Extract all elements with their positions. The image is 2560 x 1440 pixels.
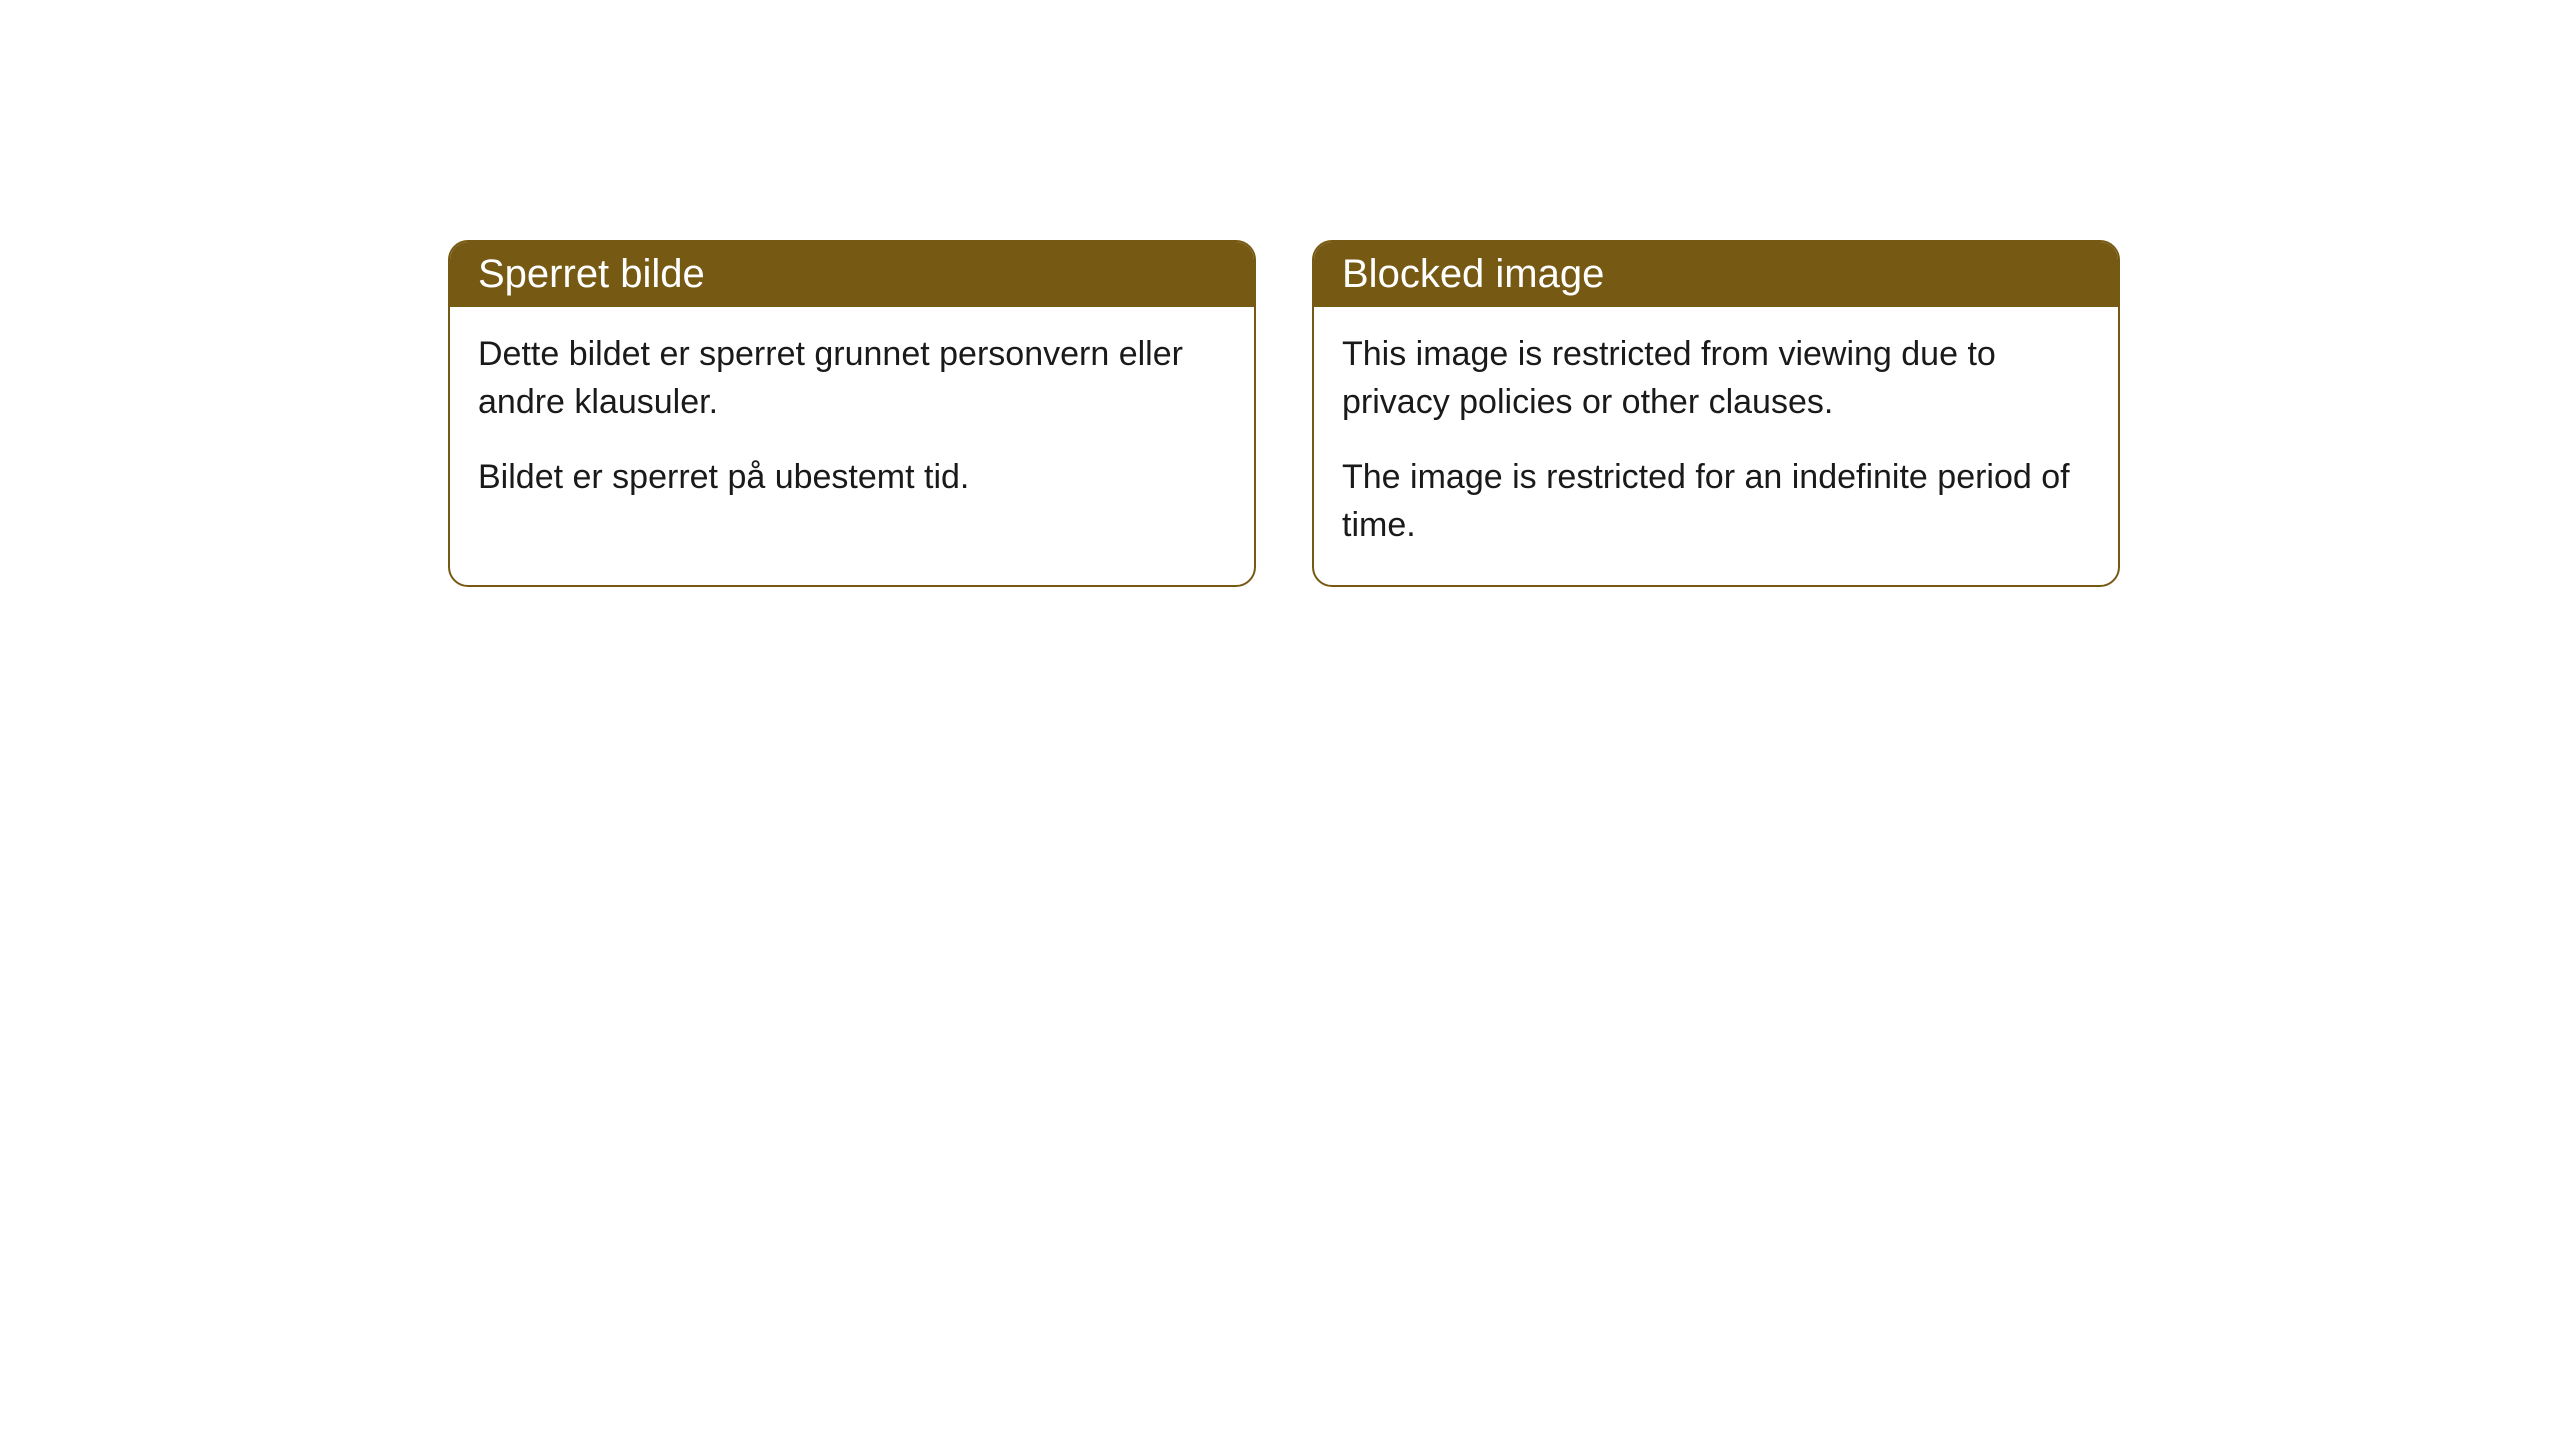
card-header: Sperret bilde bbox=[450, 242, 1254, 307]
card-paragraph: Dette bildet er sperret grunnet personve… bbox=[478, 331, 1226, 426]
card-paragraph: The image is restricted for an indefinit… bbox=[1342, 454, 2090, 549]
card-header: Blocked image bbox=[1314, 242, 2118, 307]
card-title: Sperret bilde bbox=[478, 252, 705, 296]
card-paragraph: This image is restricted from viewing du… bbox=[1342, 331, 2090, 426]
blocked-image-card-norwegian: Sperret bilde Dette bildet er sperret gr… bbox=[448, 240, 1256, 587]
blocked-image-card-english: Blocked image This image is restricted f… bbox=[1312, 240, 2120, 587]
cards-container: Sperret bilde Dette bildet er sperret gr… bbox=[448, 240, 2560, 587]
card-body: This image is restricted from viewing du… bbox=[1314, 307, 2118, 585]
card-paragraph: Bildet er sperret på ubestemt tid. bbox=[478, 454, 1226, 502]
card-title: Blocked image bbox=[1342, 252, 1604, 296]
card-body: Dette bildet er sperret grunnet personve… bbox=[450, 307, 1254, 538]
